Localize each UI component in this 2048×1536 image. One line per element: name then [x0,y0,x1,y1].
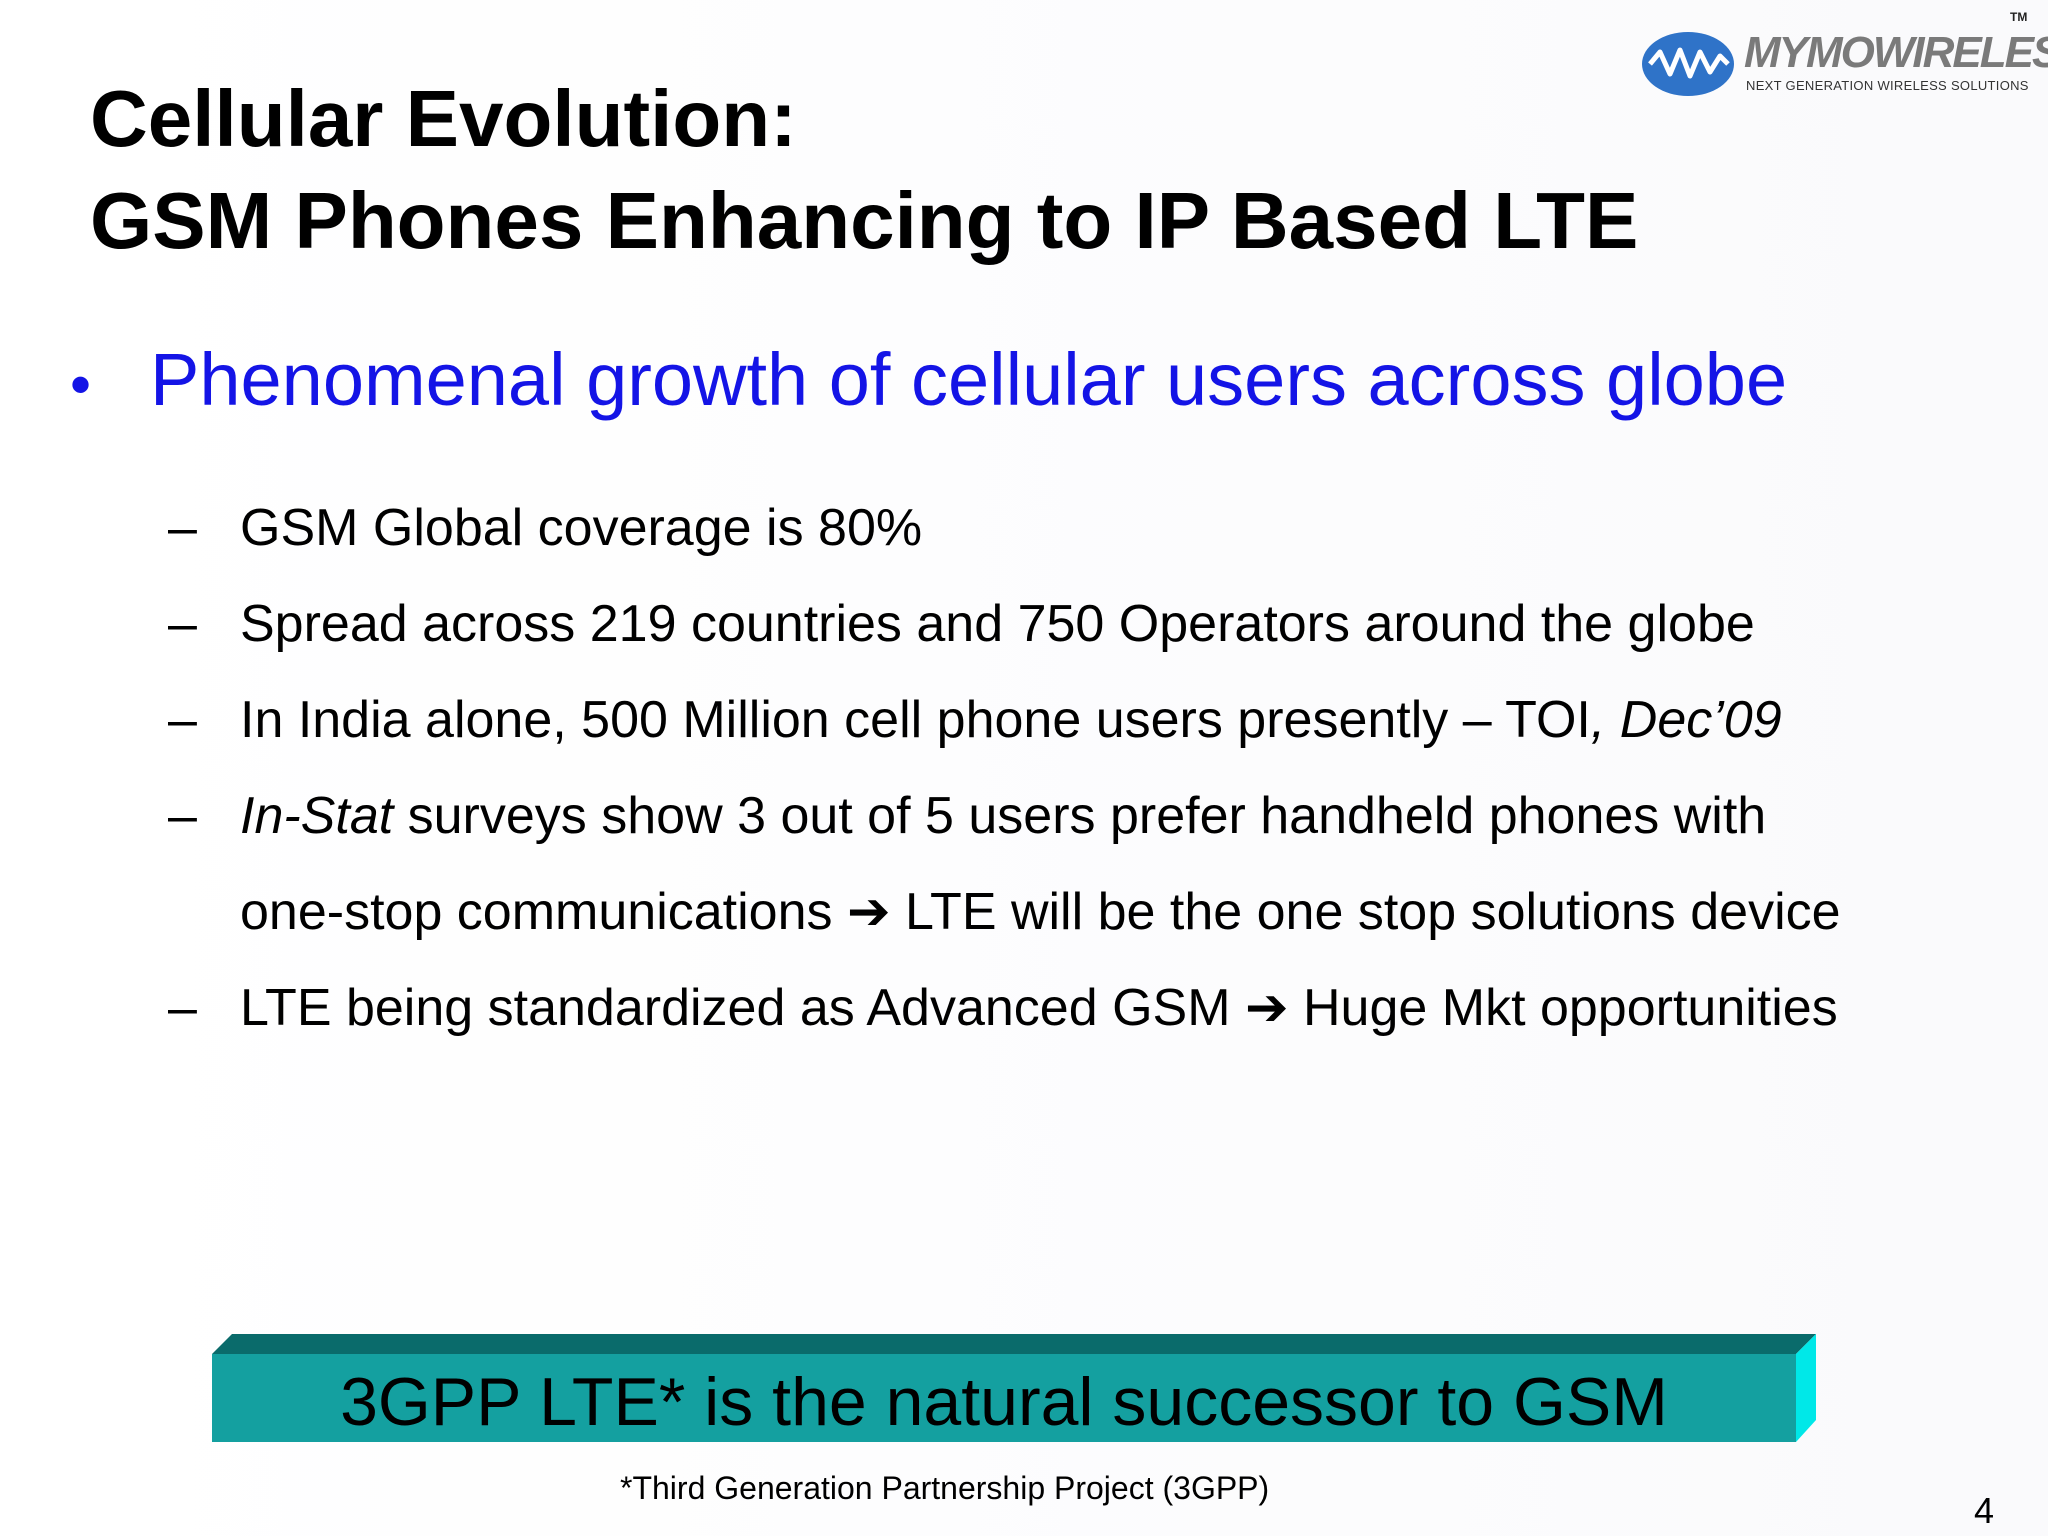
sub-bullet-5-b: Huge Mkt opportunities [1288,979,1838,1037]
slide-background [92,0,2048,1536]
logo-trademark: TM [2010,10,2028,24]
bullet-dot: • [70,351,92,418]
sub-bullet-list: – GSM Global coverage is 80% – Spread ac… [168,480,1841,1056]
sub-bullet-3-source: , Dec’09 [1590,691,1782,749]
sub-bullet-5-a: LTE being standardized as Advanced GSM [240,979,1245,1037]
page-number: 4 [1974,1490,1995,1531]
sub-bullet-dash: – [168,499,197,557]
sub-bullet-dash: – [168,979,197,1037]
banner-text: 3GPP LTE* is the natural successor to GS… [340,1364,1668,1440]
sub-bullet-text: one-stop communications ➔ LTE will be th… [240,864,1841,960]
sub-bullet-4-text: surveys show 3 out of 5 users prefer han… [393,787,1767,845]
sub-bullet-dash: – [168,691,197,749]
company-logo: MYMOWIRELESS TM NEXT GENERATION WIRELESS… [1640,10,2048,102]
sub-bullet-text: Spread across 219 countries and 750 Oper… [240,595,1755,653]
banner-3d-box [212,1334,1816,1442]
sub-bullet-1: – GSM Global coverage is 80% [168,480,1841,576]
slide-title-line-2: GSM Phones Enhancing to IP Based LTE [90,176,1639,265]
logo-name: MYMOWIRELESS [1744,28,2048,77]
conclusion-banner: 3GPP LTE* is the natural successor to GS… [212,1334,1818,1442]
main-bullet-text: Phenomenal growth of cellular users acro… [150,338,1788,421]
sub-bullet-4: – In-Stat surveys show 3 out of 5 users … [168,768,1841,864]
sub-bullet-3-text: In India alone, 500 Million cell phone u… [240,691,1591,749]
sub-bullet-2: – Spread across 219 countries and 750 Op… [168,576,1841,672]
sub-bullet-5: – LTE being standardized as Advanced GSM… [168,960,1841,1056]
footnote: *Third Generation Partnership Project (3… [620,1470,1270,1506]
logo-wave-icon [1642,32,1734,96]
right-arrow-icon: ➔ [1244,979,1289,1037]
sub-bullet-text: LTE being standardized as Advanced GSM ➔… [240,960,1841,1056]
sub-bullet-text: In India alone, 500 Million cell phone u… [240,672,1841,768]
sub-bullet-3: – In India alone, 500 Million cell phone… [168,672,1841,768]
sub-bullet-4-cont-a: one-stop communications [240,883,847,941]
sub-bullet-text: In-Stat surveys show 3 out of 5 users pr… [240,768,1841,864]
sub-bullet-4-source: In-Stat [240,787,394,845]
logo-tagline: NEXT GENERATION WIRELESS SOLUTIONS [1746,78,2029,93]
sub-bullet-4-cont-b: LTE will be the one stop solutions devic… [890,883,1841,941]
main-bullet: • Phenomenal growth of cellular users ac… [70,330,1787,435]
sub-bullet-text: GSM Global coverage is 80% [240,499,923,557]
slide-title: Cellular Evolution: GSM Phones Enhancing… [90,68,1638,272]
sub-bullet-dash: – [168,787,197,845]
sub-bullet-4-continuation: one-stop communications ➔ LTE will be th… [168,864,1841,960]
right-arrow-icon: ➔ [846,883,891,941]
slide-title-line-1: Cellular Evolution: [90,74,797,163]
sub-bullet-dash: – [168,595,197,653]
